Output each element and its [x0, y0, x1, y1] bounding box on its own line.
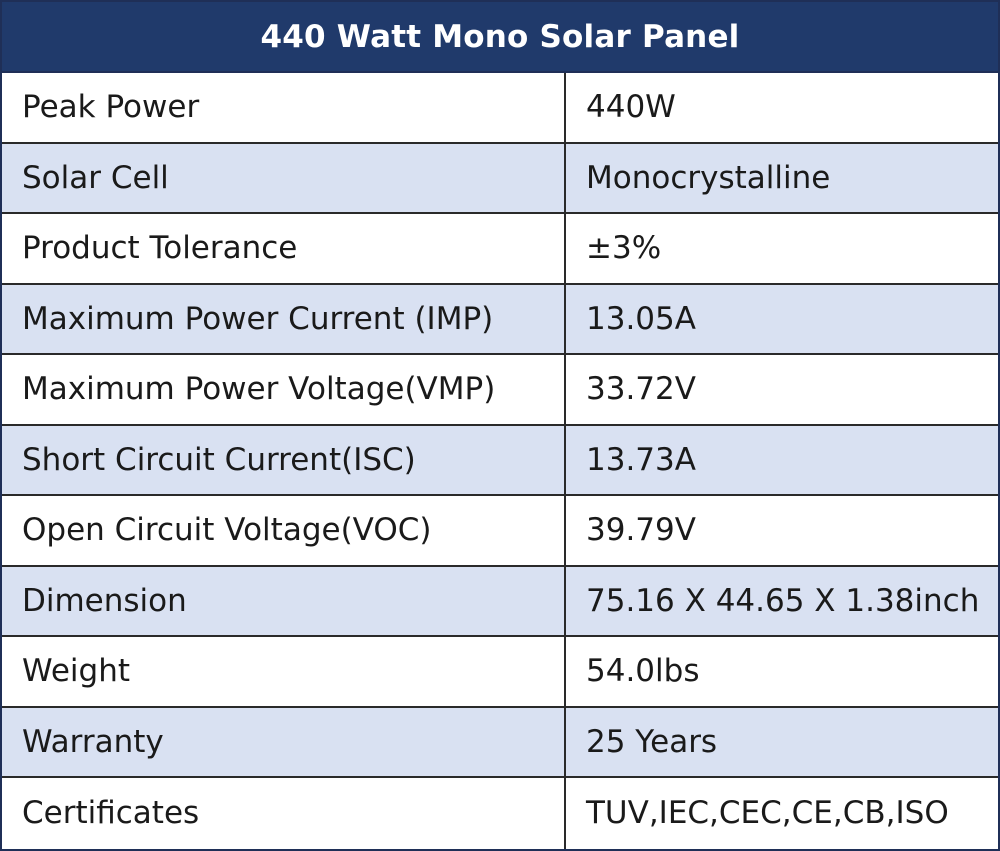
row-value: 75.16 X 44.65 X 1.38inch — [586, 582, 980, 619]
row-value: 13.73A — [586, 441, 696, 478]
table-row: Solar Cell Monocrystalline — [2, 143, 998, 214]
table-row: Weight 54.0lbs — [2, 637, 998, 708]
row-value: ±3% — [586, 230, 662, 267]
row-value: 25 Years — [586, 723, 718, 760]
row-value: Monocrystalline — [586, 159, 831, 196]
row-label: Weight — [2, 637, 566, 706]
row-label: Maximum Power Current (IMP) — [2, 284, 566, 353]
row-label: Dimension — [2, 566, 566, 635]
row-label: Peak Power — [2, 73, 566, 142]
row-value: 440W — [586, 89, 676, 126]
row-label: Short Circuit Current(ISC) — [2, 425, 566, 494]
row-label: Solar Cell — [2, 143, 566, 212]
row-value: TUV,IEC,CEC,CE,CB,ISO — [586, 795, 949, 832]
table-row: Maximum Power Current (IMP) 13.05A — [2, 284, 998, 355]
table-row: Peak Power 440W — [2, 73, 998, 144]
row-label: Open Circuit Voltage(VOC) — [2, 496, 566, 565]
table-row: Product Tolerance ±3% — [2, 214, 998, 285]
table-row: Short Circuit Current(ISC) 13.73A — [2, 425, 998, 496]
row-label: Warranty — [2, 707, 566, 776]
table-row: Dimension 75.16 X 44.65 X 1.38inch — [2, 566, 998, 637]
row-value: 33.72V — [586, 371, 696, 408]
table-row: Warranty 25 Years — [2, 707, 998, 778]
row-value: 54.0lbs — [586, 653, 700, 690]
table-row: Open Circuit Voltage(VOC) 39.79V — [2, 496, 998, 567]
row-value: 13.05A — [586, 300, 696, 337]
row-value: 39.79V — [586, 512, 696, 549]
row-label: Product Tolerance — [2, 214, 566, 283]
table-row: Maximum Power Voltage(VMP) 33.72V — [2, 355, 998, 426]
table-row: Certificates TUV,IEC,CEC,CE,CB,ISO — [2, 778, 998, 849]
row-label: Certificates — [2, 778, 566, 849]
table-body: Peak Power 440W Solar Cell Monocrystalli… — [2, 73, 998, 849]
table-title: 440 Watt Mono Solar Panel — [2, 2, 998, 73]
row-label: Maximum Power Voltage(VMP) — [2, 355, 566, 424]
